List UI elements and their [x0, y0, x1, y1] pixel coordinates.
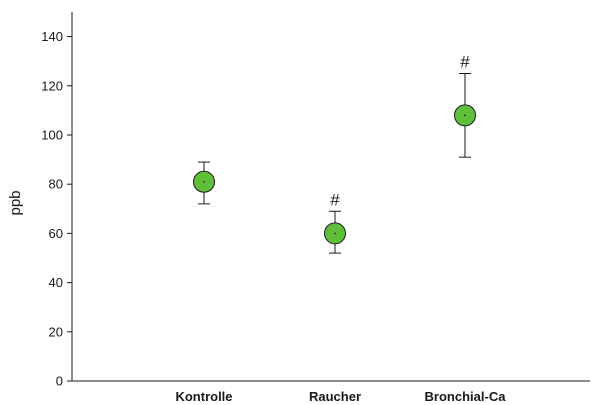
y-tick-label: 80	[49, 177, 63, 192]
y-tick-label: 60	[49, 226, 63, 241]
x-category-label: Bronchial-Ca	[425, 389, 507, 404]
data-point-group: #	[454, 53, 476, 158]
y-tick-label: 140	[41, 29, 63, 44]
y-tick-label: 120	[41, 78, 63, 93]
x-category-label: Raucher	[309, 389, 361, 404]
x-axis-categories: Kontrolle Raucher Bronchial-Ca	[175, 389, 506, 404]
data-point-center	[464, 114, 466, 117]
data-point-center	[203, 180, 205, 183]
y-axis-title: ppb	[7, 190, 24, 215]
axes	[71, 12, 590, 382]
y-tick-label: 100	[41, 128, 63, 143]
significance-annotation: #	[460, 53, 470, 72]
data-points: ##	[193, 53, 476, 254]
y-tick-label: 40	[49, 275, 63, 290]
y-axis-ticks: 0 20 40 60 80 100 120 140	[41, 29, 72, 389]
data-point-group	[193, 161, 215, 205]
significance-annotation: #	[330, 190, 340, 209]
y-tick-label: 0	[56, 374, 63, 389]
y-tick-label: 20	[49, 324, 63, 339]
x-category-label: Kontrolle	[175, 389, 232, 404]
data-point-center	[334, 232, 336, 235]
data-point-group: #	[324, 190, 346, 254]
